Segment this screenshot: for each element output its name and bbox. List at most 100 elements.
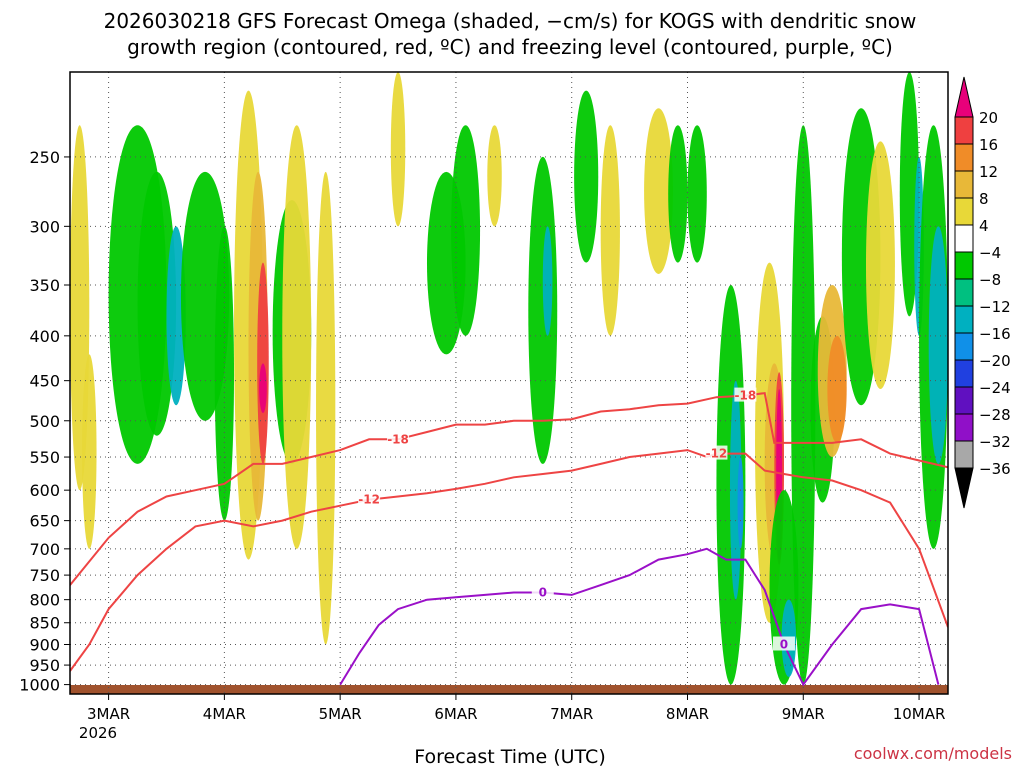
colorbar-box bbox=[954, 224, 974, 253]
shade-blob bbox=[82, 354, 97, 549]
chart-title-line2: growth region (contoured, red, ºC) and f… bbox=[127, 35, 893, 59]
contour-line bbox=[70, 391, 948, 586]
x-axis: 3MAR 4MAR 5MAR 6MAR 7MAR 8MAR 9MAR 10MAR bbox=[87, 694, 945, 723]
colorbar-box bbox=[954, 413, 974, 442]
colorbar-box bbox=[954, 197, 974, 226]
colorbar-box bbox=[954, 386, 974, 415]
shade-blob bbox=[528, 156, 558, 464]
ground-strip bbox=[70, 685, 948, 694]
shade-blob bbox=[791, 125, 816, 685]
y-axis: 250 300 350 400 450 500 550 600 650 700 750 800 850 9… bbox=[19, 148, 70, 695]
shade-blob bbox=[865, 141, 895, 390]
y-tick-label: 850 bbox=[29, 614, 60, 633]
contour-label-bg bbox=[705, 445, 728, 460]
shade-blob bbox=[668, 125, 688, 263]
contour-label-bg bbox=[772, 636, 795, 651]
y-tick-label: 450 bbox=[29, 372, 60, 391]
y-tick-label: 400 bbox=[29, 327, 60, 346]
contour-label-bg bbox=[531, 584, 554, 599]
shade-blob bbox=[899, 72, 920, 317]
colorbar-tick-label: 8 bbox=[979, 190, 989, 208]
isotherm-contours: -18 -18 -12 -12 0 0 bbox=[70, 387, 948, 687]
shade-blob bbox=[644, 108, 674, 274]
colorbar-box bbox=[954, 440, 974, 469]
shade-blob bbox=[1020, 72, 1024, 363]
y-tick-label: 950 bbox=[29, 656, 60, 675]
contour-label: -18 bbox=[387, 432, 409, 446]
y-tick-label: 1000 bbox=[19, 676, 60, 695]
colorbar-tick-label: −16 bbox=[979, 325, 1011, 343]
shade-blob bbox=[390, 72, 406, 227]
colorbar-tick-label: −28 bbox=[979, 406, 1011, 424]
x-tick-label: 5MAR bbox=[319, 705, 362, 723]
contour-label-bg bbox=[358, 491, 381, 506]
colorbar-box bbox=[954, 278, 974, 307]
contour-line bbox=[70, 449, 948, 672]
y-tick-label: 500 bbox=[29, 412, 60, 431]
colorbar-box bbox=[954, 143, 974, 172]
y-tick-label: 600 bbox=[29, 481, 60, 500]
grid bbox=[70, 72, 948, 694]
x-axis-label: Forecast Time (UTC) bbox=[414, 746, 605, 768]
contour-label-bg bbox=[387, 431, 410, 446]
contour-label: -12 bbox=[706, 447, 728, 461]
x-tick-label: 9MAR bbox=[782, 705, 825, 723]
x-year-label: 2026 bbox=[79, 724, 117, 742]
shade-blob bbox=[542, 226, 553, 336]
contour-line bbox=[339, 547, 940, 687]
y-tick-label: 550 bbox=[29, 448, 60, 467]
colorbar-tick-label: 16 bbox=[979, 136, 998, 154]
shade-blob bbox=[737, 457, 744, 549]
y-tick-label: 350 bbox=[29, 276, 60, 295]
plot-frame bbox=[69, 71, 949, 695]
x-tick-label: 10MAR bbox=[893, 705, 946, 723]
x-tick-label: 4MAR bbox=[203, 705, 246, 723]
shade-blob bbox=[487, 125, 502, 227]
contour-label-bg bbox=[734, 387, 757, 402]
chart-title-line1: 2026030218 GFS Forecast Omega (shaded, −… bbox=[104, 9, 917, 33]
x-tick-label: 8MAR bbox=[666, 705, 709, 723]
shade-blob bbox=[928, 226, 948, 464]
contour-label: -18 bbox=[735, 389, 757, 403]
colorbar-tick-label: −12 bbox=[979, 298, 1011, 316]
x-tick-label: 3MAR bbox=[87, 705, 130, 723]
shade-blob bbox=[259, 363, 267, 414]
shade-blob bbox=[166, 226, 186, 406]
colorbar-box bbox=[954, 305, 974, 334]
colorbar-tick-label: −8 bbox=[979, 271, 1001, 289]
colorbar: 20 16 12 8 4 −4 −8 −12 −16 −20 −24 −28 −32 −36 bbox=[954, 76, 1011, 509]
shade-blob bbox=[600, 125, 620, 336]
shade-blob bbox=[687, 125, 707, 263]
shade-blob bbox=[214, 226, 235, 521]
shade-blob bbox=[982, 263, 1011, 645]
shade-blob bbox=[316, 171, 336, 645]
colorbar-tick-label: −36 bbox=[979, 460, 1011, 478]
colorbar-tick-label: −32 bbox=[979, 433, 1011, 451]
colorbar-box bbox=[954, 359, 974, 388]
contour-label: 0 bbox=[539, 585, 547, 599]
x-tick-label: 6MAR bbox=[434, 705, 477, 723]
credit-label: coolwx.com/models bbox=[854, 744, 1012, 763]
colorbar-tick-label: 20 bbox=[979, 109, 998, 127]
shade-blob bbox=[257, 262, 269, 464]
y-tick-label: 800 bbox=[29, 591, 60, 610]
colorbar-box bbox=[954, 251, 974, 280]
colorbar-top-arrow bbox=[954, 76, 974, 118]
colorbar-box bbox=[954, 332, 974, 361]
y-tick-label: 900 bbox=[29, 635, 60, 654]
contour-label: 0 bbox=[780, 637, 788, 651]
colorbar-tick-label: 12 bbox=[979, 163, 998, 181]
colorbar-bottom-arrow bbox=[954, 467, 974, 509]
y-tick-label: 300 bbox=[29, 217, 60, 236]
shade-blob bbox=[451, 125, 481, 336]
y-tick-label: 250 bbox=[29, 148, 60, 167]
shade-blob bbox=[827, 335, 847, 443]
y-tick-label: 700 bbox=[29, 540, 60, 559]
colorbar-tick-label: 4 bbox=[979, 217, 989, 235]
colorbar-tick-label: −20 bbox=[979, 352, 1011, 370]
y-tick-label: 750 bbox=[29, 566, 60, 585]
colorbar-box bbox=[954, 170, 974, 199]
x-tick-label: 7MAR bbox=[550, 705, 593, 723]
contour-label: -12 bbox=[358, 493, 380, 507]
